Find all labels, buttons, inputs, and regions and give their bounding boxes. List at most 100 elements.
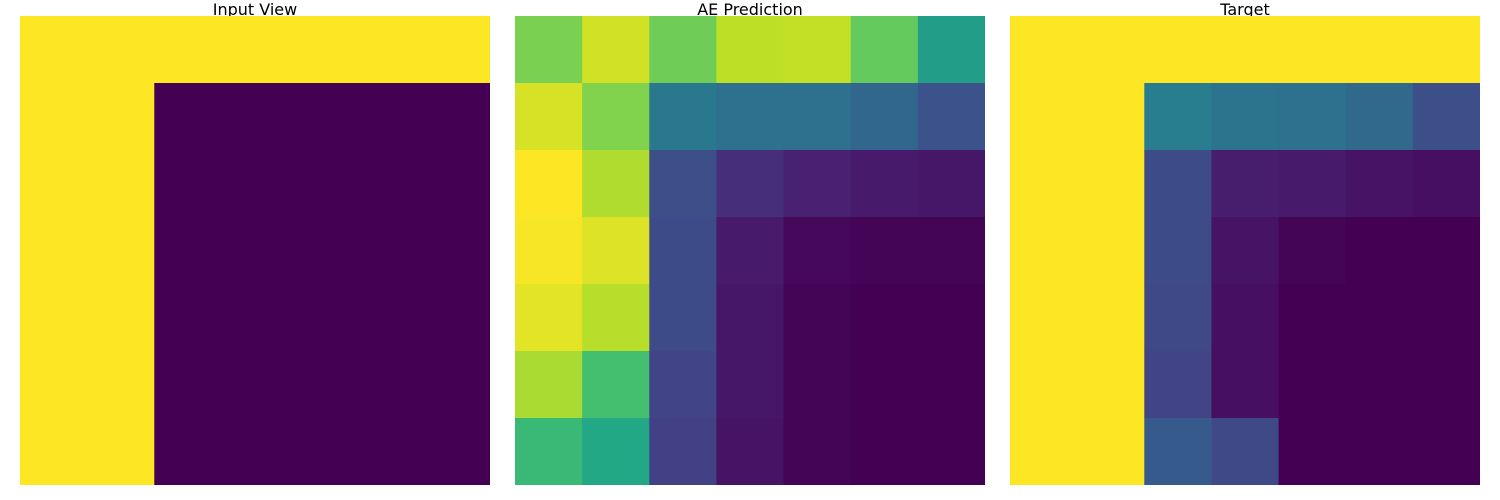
heatmap-cell bbox=[1278, 351, 1347, 419]
heatmap-cell bbox=[649, 83, 718, 151]
heatmap-cell bbox=[154, 83, 223, 151]
heatmap-cell bbox=[1010, 83, 1078, 151]
heatmap-cell bbox=[649, 217, 718, 285]
heatmap-cell bbox=[288, 284, 357, 352]
heatmap-cell bbox=[288, 83, 357, 151]
heatmap-cell bbox=[1211, 284, 1280, 352]
heatmap-cell bbox=[917, 16, 985, 84]
heatmap-cell bbox=[355, 418, 424, 485]
heatmap-cell bbox=[422, 351, 490, 419]
heatmap-cell bbox=[582, 217, 650, 285]
heatmap-cell bbox=[154, 16, 223, 84]
heatmap-cell bbox=[850, 83, 919, 151]
heatmap-cell bbox=[515, 217, 583, 285]
panel-title: AE Prediction bbox=[697, 0, 803, 19]
heatmap-cell bbox=[20, 16, 88, 84]
heatmap-cell bbox=[20, 418, 88, 485]
heatmap-cell bbox=[1077, 418, 1145, 485]
heatmap-cell bbox=[1010, 351, 1078, 419]
ae-prediction-panel: AE Prediction bbox=[515, 2, 985, 485]
heatmap-cell bbox=[288, 16, 357, 84]
heatmap-cell bbox=[1412, 351, 1480, 419]
heatmap-cell bbox=[1278, 83, 1347, 151]
heatmap-cell bbox=[1278, 284, 1347, 352]
heatmap-cell bbox=[1345, 83, 1414, 151]
heatmap-cell bbox=[1010, 418, 1078, 485]
heatmap-cell bbox=[1211, 351, 1280, 419]
heatmap-cell bbox=[221, 83, 290, 151]
heatmap-cell bbox=[649, 351, 718, 419]
heatmap-cell bbox=[1211, 150, 1280, 218]
heatmap-cell bbox=[1077, 217, 1145, 285]
heatmap-cell bbox=[716, 16, 785, 84]
heatmap-cell bbox=[917, 351, 985, 419]
heatmap-cell bbox=[649, 150, 718, 218]
heatmap-cell bbox=[1345, 418, 1414, 485]
heatmap-cell bbox=[850, 418, 919, 485]
heatmap-grid bbox=[1010, 16, 1480, 485]
heatmap-cell bbox=[582, 83, 650, 151]
heatmap-cell bbox=[1412, 150, 1480, 218]
heatmap-cell bbox=[221, 16, 290, 84]
heatmap-cell bbox=[87, 150, 155, 218]
heatmap-cell bbox=[1077, 351, 1145, 419]
heatmap-cell bbox=[1345, 351, 1414, 419]
heatmap-cell bbox=[783, 83, 852, 151]
heatmap-cell bbox=[221, 351, 290, 419]
heatmap-cell bbox=[850, 284, 919, 352]
heatmap-cell bbox=[716, 150, 785, 218]
heatmap-cell bbox=[716, 83, 785, 151]
heatmap-cell bbox=[1144, 217, 1213, 285]
panel-title: Input View bbox=[212, 0, 298, 19]
heatmap-cell bbox=[87, 351, 155, 419]
heatmap-cell bbox=[355, 284, 424, 352]
heatmap-cell bbox=[716, 284, 785, 352]
heatmap-cell bbox=[1144, 16, 1213, 84]
heatmap-cell bbox=[1211, 418, 1280, 485]
heatmap-cell bbox=[221, 150, 290, 218]
heatmap-cell bbox=[1077, 150, 1145, 218]
heatmap-cell bbox=[20, 284, 88, 352]
heatmap-cell bbox=[582, 284, 650, 352]
heatmap-cell bbox=[288, 150, 357, 218]
heatmap-cell bbox=[221, 418, 290, 485]
heatmap-cell bbox=[1211, 217, 1280, 285]
heatmap-cell bbox=[783, 217, 852, 285]
heatmap-cell bbox=[1278, 150, 1347, 218]
heatmap-cell bbox=[1010, 284, 1078, 352]
heatmap-cell bbox=[1077, 83, 1145, 151]
heatmap-cell bbox=[850, 150, 919, 218]
heatmap-cell bbox=[1144, 418, 1213, 485]
heatmap-cell bbox=[1278, 217, 1347, 285]
heatmap-cell bbox=[355, 217, 424, 285]
heatmap-cell bbox=[917, 284, 985, 352]
heatmap-cell bbox=[582, 16, 650, 84]
heatmap-cell bbox=[1412, 16, 1480, 84]
heatmap-cell bbox=[422, 150, 490, 218]
heatmap-cell bbox=[422, 83, 490, 151]
heatmap-cell bbox=[154, 217, 223, 285]
heatmap-grid bbox=[515, 16, 985, 485]
heatmap-cell bbox=[917, 150, 985, 218]
heatmap-cell bbox=[87, 217, 155, 285]
heatmap-cell bbox=[850, 351, 919, 419]
heatmap-cell bbox=[917, 83, 985, 151]
heatmap-cell bbox=[1010, 217, 1078, 285]
heatmap-cell bbox=[422, 16, 490, 84]
heatmap-cell bbox=[1144, 150, 1213, 218]
heatmap-cell bbox=[1010, 16, 1078, 84]
heatmap-cell bbox=[1144, 83, 1213, 151]
heatmap-cell bbox=[154, 351, 223, 419]
heatmap-cell bbox=[154, 284, 223, 352]
heatmap-cell bbox=[288, 418, 357, 485]
heatmap-cell bbox=[355, 16, 424, 84]
heatmap-cell bbox=[515, 418, 583, 485]
heatmap-cell bbox=[1345, 284, 1414, 352]
heatmap-cell bbox=[716, 217, 785, 285]
heatmap-cell bbox=[422, 418, 490, 485]
heatmap-cell bbox=[917, 217, 985, 285]
heatmap-cell bbox=[87, 284, 155, 352]
heatmap-cell bbox=[716, 418, 785, 485]
heatmap-cell bbox=[1412, 418, 1480, 485]
heatmap-cell bbox=[649, 418, 718, 485]
